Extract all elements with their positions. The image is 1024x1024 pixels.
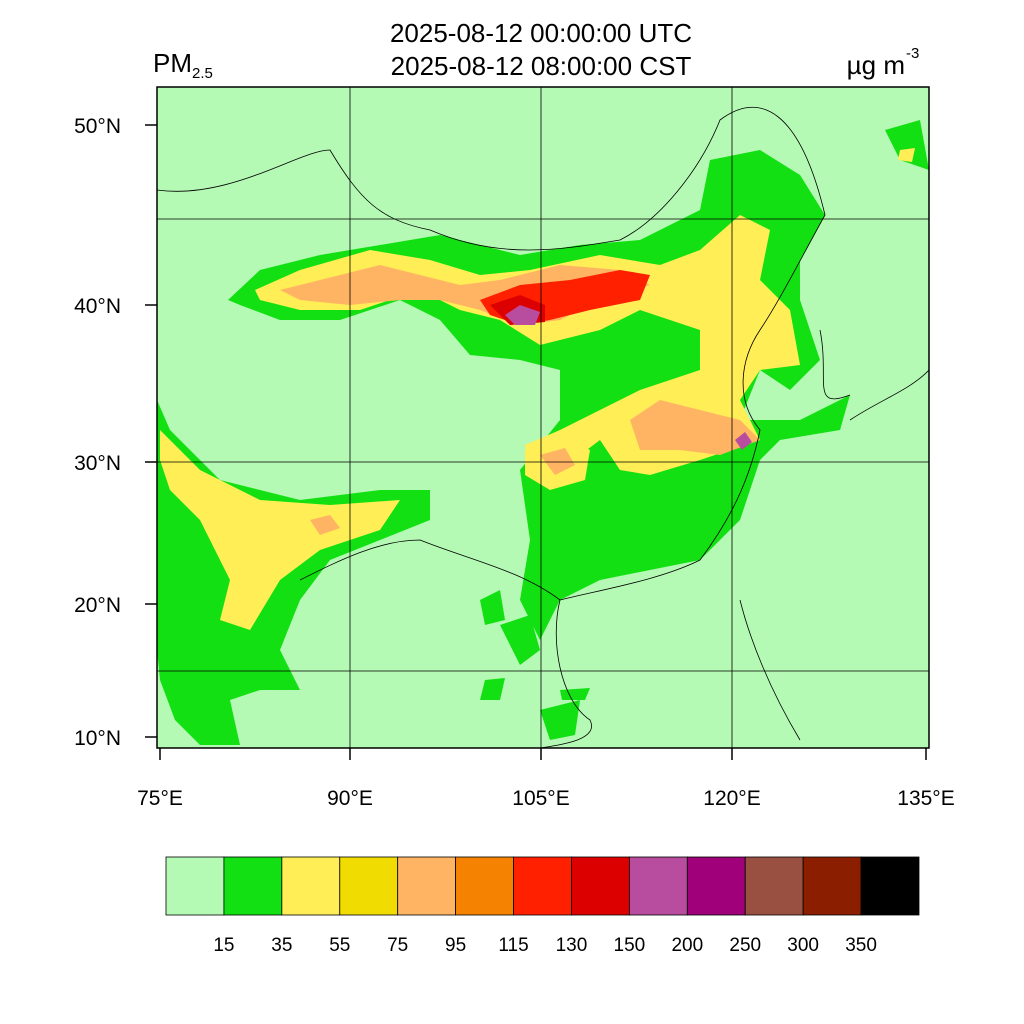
- colorbar-swatch: [802, 856, 862, 916]
- colorbar-label: 150: [614, 935, 646, 956]
- variable-name: PM: [153, 48, 192, 78]
- colorbar-label: 200: [671, 935, 703, 956]
- lat-label: 10°N: [74, 727, 121, 750]
- colorbar-swatch: [686, 856, 746, 916]
- colorbar-swatch: [281, 856, 341, 916]
- map-frame: [156, 86, 930, 749]
- boundaries: [157, 106, 929, 748]
- lat-label: 20°N: [74, 594, 121, 617]
- ticks: [145, 124, 927, 760]
- colorbar-swatch: [628, 856, 688, 916]
- colorbar-label: 350: [845, 935, 877, 956]
- colorbar-swatch: [223, 856, 283, 916]
- colorbar-label: 75: [387, 935, 408, 956]
- colorbar-swatch: [397, 856, 457, 916]
- lat-label: 50°N: [74, 115, 121, 138]
- colorbar-swatch: [860, 856, 920, 916]
- colorbar-swatch: [513, 856, 572, 916]
- colorbar-swatch: [339, 856, 399, 916]
- lon-label: 135°E: [897, 787, 954, 810]
- units: µg m: [847, 50, 905, 80]
- level-pink: [505, 305, 752, 450]
- colorbar-label: 115: [498, 935, 528, 956]
- lon-label: 75°E: [137, 787, 183, 810]
- colorbar-label: 35: [271, 935, 292, 956]
- title-cst: 2025-08-12 08:00:00 CST: [391, 51, 692, 81]
- lon-label: 90°E: [327, 787, 373, 810]
- colorbar-swatch: [744, 856, 804, 916]
- colorbar-label: 300: [787, 935, 819, 956]
- colorbar-label: 130: [556, 935, 588, 956]
- lon-label: 120°E: [703, 787, 760, 810]
- title-utc: 2025-08-12 00:00:00 UTC: [390, 18, 692, 48]
- map-field: [157, 87, 929, 748]
- units-superscript: -3: [906, 45, 919, 62]
- colorbar-label: 250: [729, 935, 761, 956]
- colorbar: 15 35 55 75 95 115 130 150 200 250 300 350: [165, 856, 920, 956]
- graticule: [157, 87, 929, 748]
- lon-label: 105°E: [512, 787, 569, 810]
- lat-label: 40°N: [74, 295, 121, 318]
- colorbar-swatch: [571, 856, 630, 916]
- variable-subscript: 2.5: [192, 65, 213, 82]
- variable: PM2.5: [153, 48, 213, 82]
- colorbar-label: 95: [445, 935, 466, 956]
- colorbar-label: 15: [213, 935, 234, 956]
- colorbar-label: 55: [329, 935, 350, 956]
- colorbar-swatch: [165, 856, 225, 916]
- lat-label: 30°N: [74, 452, 121, 475]
- colorbar-swatch: [455, 856, 514, 916]
